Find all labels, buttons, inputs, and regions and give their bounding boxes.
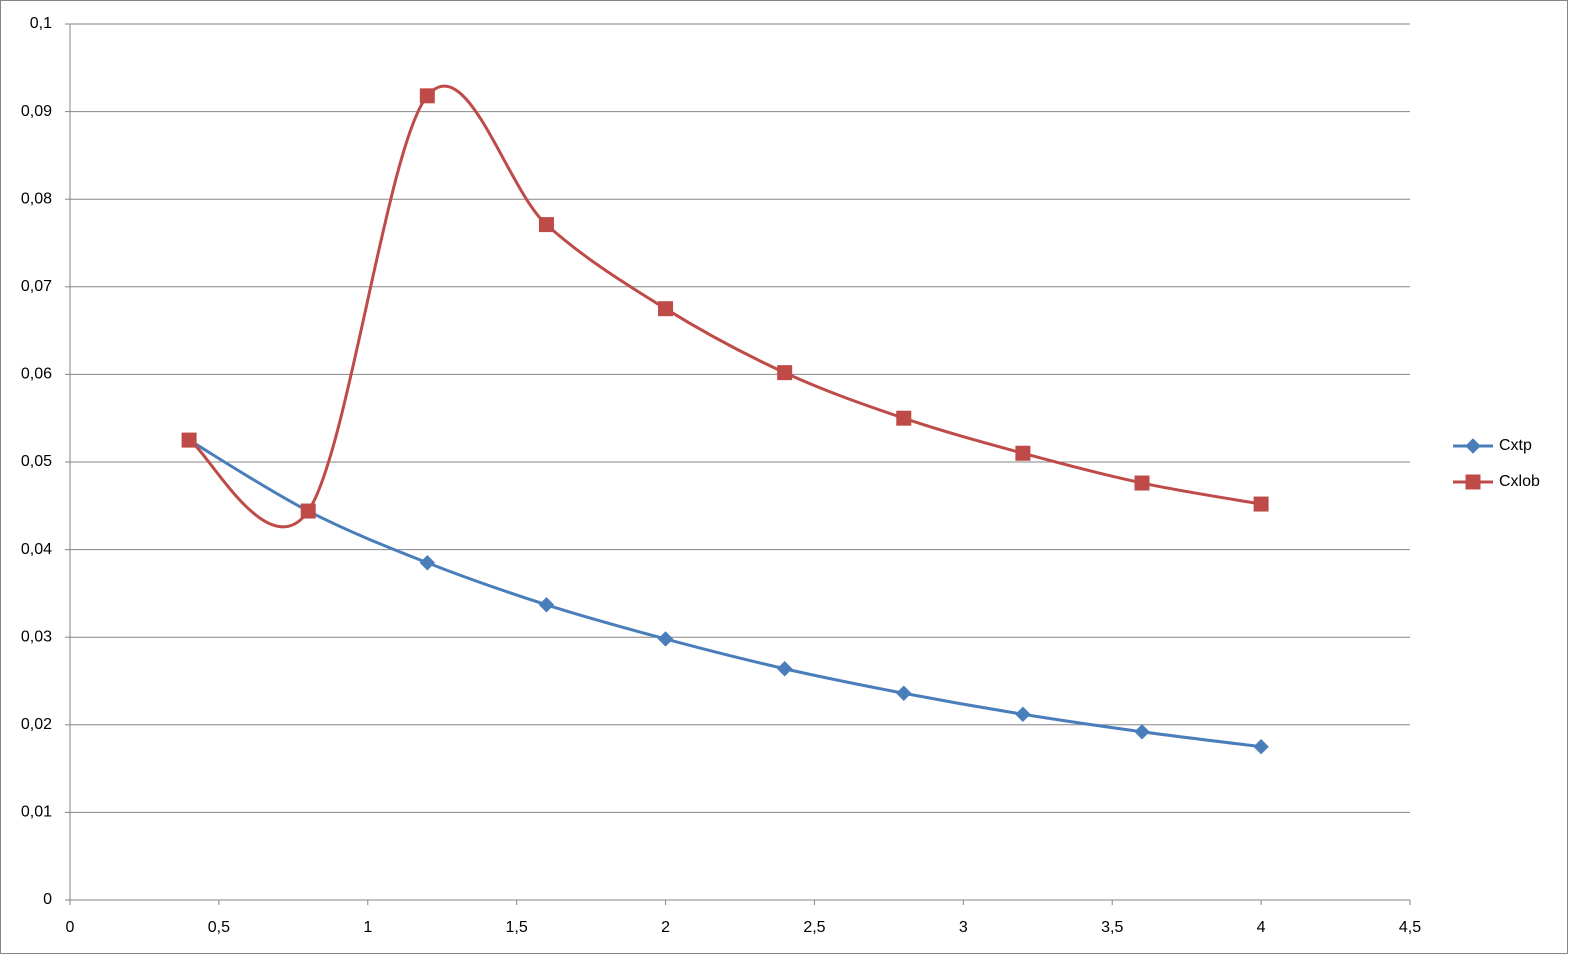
x-tick-label: 1,5 xyxy=(506,919,528,936)
legend-label: Cxlob xyxy=(1499,473,1540,490)
x-tick-label: 0,5 xyxy=(208,919,230,936)
legend-marker xyxy=(1465,438,1481,454)
marker xyxy=(1015,706,1031,722)
marker xyxy=(776,661,793,677)
y-tick-label: 0,07 xyxy=(21,278,52,295)
marker xyxy=(300,503,316,519)
x-tick-label: 4 xyxy=(1257,919,1266,936)
marker xyxy=(1134,724,1150,740)
x-tick-label: 4,5 xyxy=(1399,919,1421,936)
x-tick-label: 3,5 xyxy=(1101,919,1123,936)
y-tick-label: 0,06 xyxy=(21,366,52,383)
marker xyxy=(181,432,197,448)
marker xyxy=(1253,738,1269,755)
y-tick-label: 0,02 xyxy=(21,716,52,733)
x-tick-label: 2,5 xyxy=(803,919,825,936)
y-tick-label: 0,04 xyxy=(21,541,52,558)
x-tick-label: 0 xyxy=(66,919,75,936)
y-tick-label: 0,01 xyxy=(21,804,52,821)
marker xyxy=(538,597,555,613)
series-line xyxy=(188,438,1262,749)
marker xyxy=(1253,496,1269,512)
marker xyxy=(777,365,793,381)
y-tick-label: 0,05 xyxy=(21,453,52,470)
marker xyxy=(1015,445,1031,461)
marker xyxy=(657,631,674,647)
legend-label: Cxtp xyxy=(1499,437,1532,454)
x-tick-label: 2 xyxy=(661,919,670,936)
y-tick-label: 0,09 xyxy=(21,103,52,120)
marker xyxy=(538,217,554,233)
marker xyxy=(1134,475,1150,491)
marker xyxy=(896,685,912,701)
y-tick-label: 0 xyxy=(43,891,52,908)
x-tick-label: 1 xyxy=(363,919,372,936)
y-tick-label: 0,03 xyxy=(21,628,52,645)
x-tick-label: 3 xyxy=(959,919,968,936)
y-tick-label: 0,1 xyxy=(30,15,52,32)
marker xyxy=(419,555,436,571)
marker xyxy=(658,301,674,317)
y-tick-label: 0,08 xyxy=(21,190,52,207)
marker xyxy=(896,410,912,426)
legend-marker xyxy=(1465,474,1481,490)
marker xyxy=(419,88,435,104)
series-line xyxy=(188,84,1262,529)
